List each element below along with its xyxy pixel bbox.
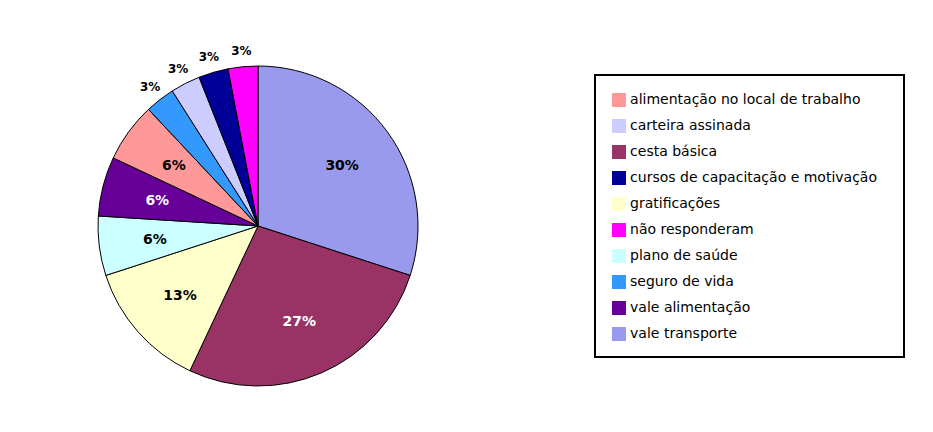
svg-text:6%: 6% xyxy=(145,192,169,208)
html-text:cesta básica: cesta básica xyxy=(630,143,718,159)
svg-text:27%: 27% xyxy=(283,313,317,329)
html-text:cursos de capacitação e motiva: cursos de capacitação e motivação xyxy=(630,169,877,185)
html-text:seguro de vida: seguro de vida xyxy=(630,273,734,289)
svg-text:3%: 3% xyxy=(168,62,188,76)
html-text:carteira assinada: carteira assinada xyxy=(630,117,751,133)
svg-text:30%: 30% xyxy=(325,157,359,173)
svg-text:13%: 13% xyxy=(163,287,197,303)
html-text:vale transporte: vale transporte xyxy=(630,325,738,341)
html-text:vale alimentação: vale alimentação xyxy=(630,299,751,315)
svg-text:3%: 3% xyxy=(231,44,251,58)
svg-text:6%: 6% xyxy=(143,231,167,247)
html-text:alimentação no local de trabal: alimentação no local de trabalho xyxy=(630,91,861,107)
html-text:gratificações: gratificações xyxy=(630,195,720,211)
svg-text:3%: 3% xyxy=(140,80,160,94)
svg-text:3%: 3% xyxy=(199,50,219,64)
svg-text:6%: 6% xyxy=(162,157,186,173)
html-text:não responderam: não responderam xyxy=(630,221,754,237)
html-text:plano de saúde: plano de saúde xyxy=(630,247,738,263)
